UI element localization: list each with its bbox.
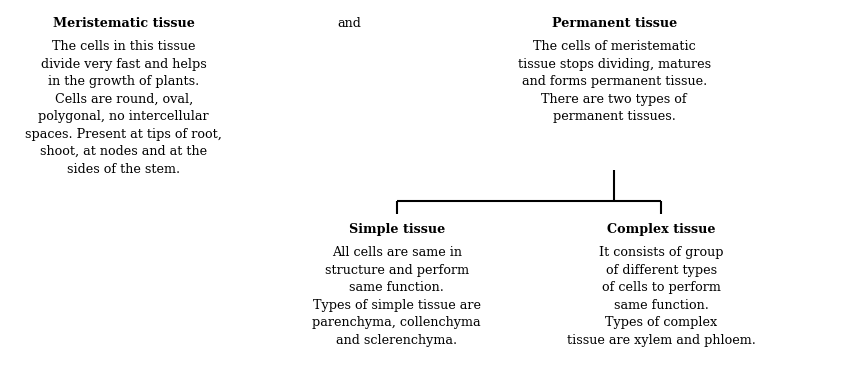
Text: and: and bbox=[337, 17, 361, 30]
Text: Complex tissue: Complex tissue bbox=[606, 223, 715, 236]
Text: It consists of group
of different types
of cells to perform
same function.
Types: It consists of group of different types … bbox=[566, 246, 755, 347]
Text: The cells in this tissue
divide very fast and helps
in the growth of plants.
Cel: The cells in this tissue divide very fas… bbox=[26, 40, 222, 176]
Text: Simple tissue: Simple tissue bbox=[348, 223, 444, 236]
Text: All cells are same in
structure and perform
same function.
Types of simple tissu: All cells are same in structure and perf… bbox=[312, 246, 481, 347]
Text: The cells of meristematic
tissue stops dividing, matures
and forms permanent tis: The cells of meristematic tissue stops d… bbox=[517, 40, 710, 123]
Text: Meristematic tissue: Meristematic tissue bbox=[53, 17, 194, 30]
Text: Permanent tissue: Permanent tissue bbox=[551, 17, 676, 30]
